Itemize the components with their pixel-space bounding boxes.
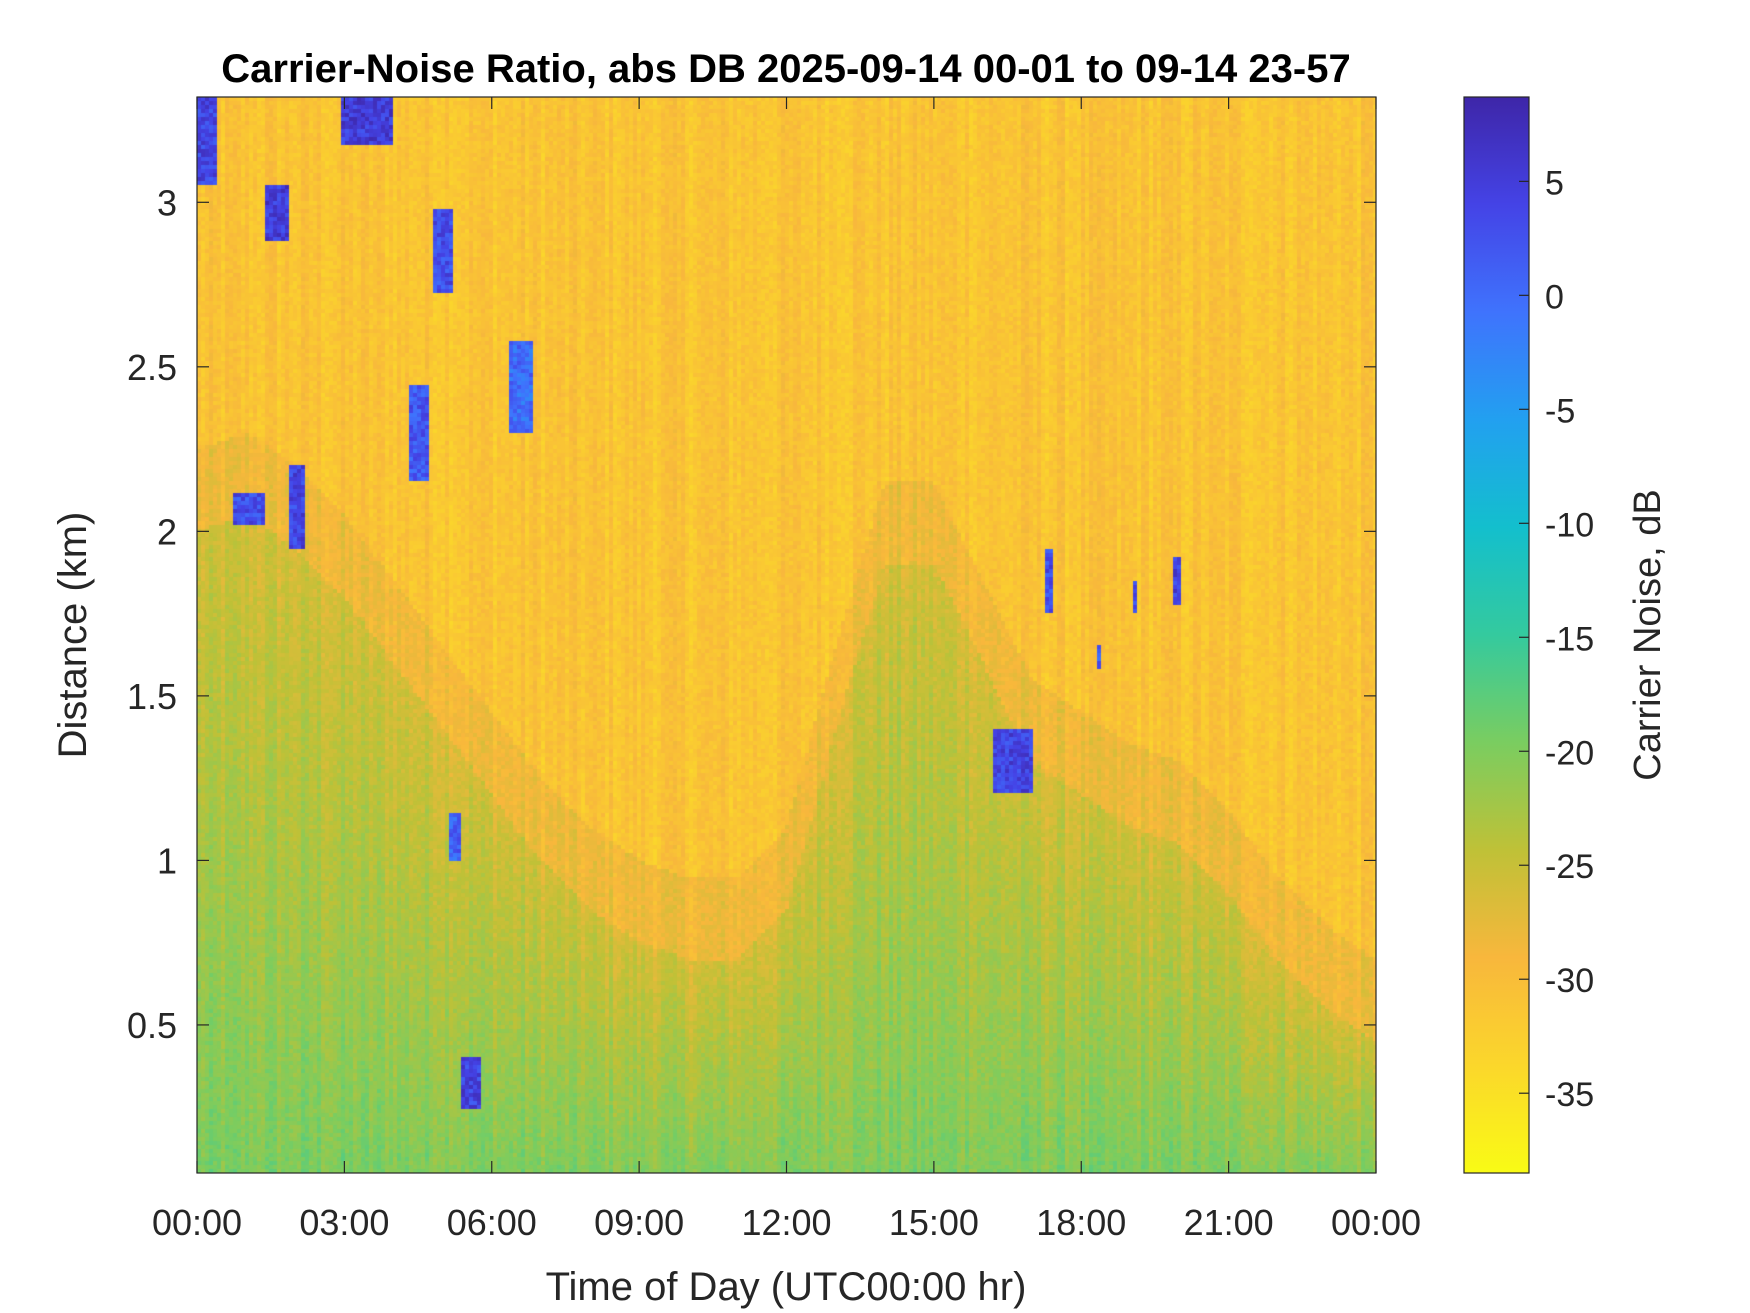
- y-tick-label: 0.5: [127, 1005, 177, 1046]
- y-axis: 0.5 1 1.5 2 2.5 3: [127, 182, 1376, 1046]
- x-tick-label: 18:00: [1036, 1202, 1126, 1243]
- colorbar-tick-label: 5: [1545, 164, 1564, 202]
- colorbar-tick-label: -30: [1545, 962, 1594, 1000]
- x-tick-label: 06:00: [447, 1202, 537, 1243]
- colorbar-ticks: 5 0 -5 -10 -15 -20 -25 -30 -35: [1519, 164, 1594, 1114]
- y-tick-label: 1.5: [127, 676, 177, 717]
- colorbar-tick-label: -20: [1545, 734, 1594, 772]
- heatmap-canvas-holder: [197, 97, 1376, 1173]
- colorbar-tick-label: -15: [1545, 620, 1594, 658]
- colorbar-tick-label: -10: [1545, 506, 1594, 544]
- x-tick-label: 15:00: [889, 1202, 979, 1243]
- chart-title: Carrier-Noise Ratio, abs DB 2025-09-14 0…: [221, 47, 1350, 91]
- y-tick-label: 1: [157, 840, 177, 881]
- colorbar-tick-label: -5: [1545, 392, 1575, 430]
- heatmap: [197, 97, 1376, 1173]
- colorbar-gradient: [1463, 96, 1530, 1174]
- y-tick-label: 3: [157, 182, 177, 223]
- y-tick-label: 2.5: [127, 347, 177, 388]
- y-axis-label: Distance (km): [51, 512, 95, 759]
- x-tick-label: 03:00: [299, 1202, 389, 1243]
- x-tick-label: 21:00: [1184, 1202, 1274, 1243]
- x-tick-label: 09:00: [594, 1202, 684, 1243]
- colorbar-tick-label: 0: [1545, 278, 1564, 316]
- x-tick-label: 00:00: [1331, 1202, 1421, 1243]
- x-tick-label: 12:00: [741, 1202, 831, 1243]
- x-tick-label: 00:00: [152, 1202, 242, 1243]
- x-axis-label: Time of Day (UTC00:00 hr): [546, 1265, 1027, 1309]
- colorbar-tick-label: -35: [1545, 1076, 1594, 1114]
- colorbar-tick-label: -25: [1545, 848, 1594, 886]
- plot-area: 00:00 03:00 06:00 09:00 12:00 15:00 18:00 21:00…: [127, 96, 1421, 1243]
- x-axis: 00:00 03:00 06:00 09:00 12:00 15:00 18:00 21:00…: [152, 97, 1421, 1243]
- y-tick-label: 2: [157, 511, 177, 552]
- colorbar: 5 0 -5 -10 -15 -20 -25 -30 -35: [1463, 96, 1594, 1174]
- colorbar-label: Carrier Noise, dB: [1627, 489, 1669, 780]
